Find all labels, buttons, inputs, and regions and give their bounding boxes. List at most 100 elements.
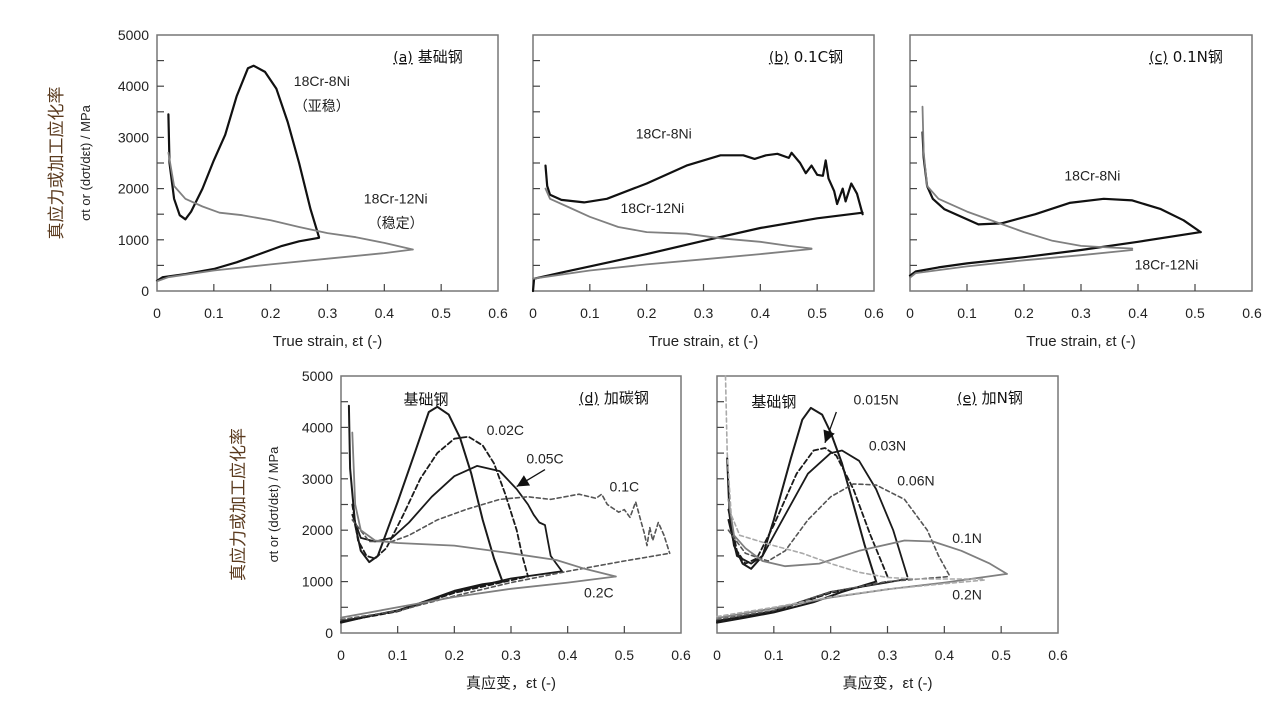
- x-tick-label: 0.6: [671, 647, 691, 663]
- x-axis-label: 真应变，εt (-): [842, 674, 932, 692]
- panel-label: (b): [769, 50, 789, 66]
- series-line-18Cr-12Ni-work-hardening: [921, 105, 1134, 250]
- x-tick-label: 0.2: [1014, 305, 1034, 321]
- panel-label: (d): [579, 391, 599, 407]
- panel-e: 0 0.1 0.2 0.3 0.4 0.5 0.6 真应变，εt (-) (e) 加N钢 基础钢 0.…: [713, 375, 1068, 692]
- series-annotation: 18Cr-8Ni: [294, 73, 350, 89]
- y-tick-label: 5000: [302, 368, 333, 384]
- series-line-0.2N-stress: [716, 579, 985, 618]
- series-line-基础钢-stress: [716, 580, 878, 624]
- series-line-0.1C-stress: [340, 552, 671, 621]
- x-tick-label: 0: [153, 305, 161, 321]
- series-annotation: 基础钢: [751, 393, 796, 411]
- x-tick-label: 0.6: [1048, 647, 1068, 663]
- arrowhead-icon: [823, 429, 835, 443]
- y-tick-label: 3000: [118, 129, 149, 145]
- x-tick-label: 0: [337, 647, 345, 663]
- series-line-0.1N: [727, 498, 1008, 575]
- x-tick-label: 0.3: [501, 647, 521, 663]
- plot-frame: [340, 375, 682, 634]
- x-tick-label: 0.1: [388, 647, 408, 663]
- x-tick-label: 0.6: [1242, 305, 1262, 321]
- series-line-18Cr-8Ni-work-hardening: [921, 131, 1202, 234]
- x-tick-label: 0.3: [694, 305, 714, 321]
- panel-title: (e) 加N钢: [957, 389, 1023, 407]
- panel-title-text: 加碳钢: [604, 389, 649, 407]
- series-annotation: 0.1N: [952, 530, 982, 546]
- y-axis-label: σt or (dσt/dεt) / MPa: [78, 104, 93, 221]
- y-tick-label: 4000: [118, 78, 149, 94]
- y-tick-label: 2000: [302, 522, 333, 538]
- x-tick-label: 0.1: [957, 305, 977, 321]
- x-tick-label: 0.3: [1071, 305, 1091, 321]
- series-line-18Cr-8Ni-work-hardening: [544, 151, 864, 216]
- series-line-0.02C: [351, 435, 529, 578]
- y-tick-label: 0: [141, 283, 149, 299]
- x-tick-label: 0.2: [821, 647, 841, 663]
- panel-title: (d) 加碳钢: [579, 389, 649, 407]
- series-line-0.03N: [727, 449, 909, 578]
- y-axis-label: σt or (dσt/dεt) / MPa: [266, 446, 281, 563]
- series-line-基础钢: [726, 406, 878, 583]
- x-tick-label: 0.1: [580, 305, 600, 321]
- plot-frame: [532, 34, 875, 292]
- series-annotation: 0.06N: [897, 472, 934, 488]
- series-line-18Cr-8Ni-work-hardening: [167, 64, 321, 239]
- series-line-18Cr-12Ni-stress: [532, 248, 813, 280]
- plot-frame: [909, 34, 1253, 292]
- series-annotation: 0.03N: [869, 438, 906, 454]
- panel-title-text: 基础钢: [418, 48, 463, 66]
- x-tick-label: 0.1: [764, 647, 784, 663]
- series-line-0.2C: [351, 431, 617, 578]
- panel-label: (a): [393, 50, 413, 66]
- y-tick-label: 3000: [302, 471, 333, 487]
- series-line-0.05C: [351, 465, 563, 573]
- panel-title: (b) 0.1C钢: [769, 48, 843, 66]
- y-axis-label-cn: 真应力或加工应化率: [229, 428, 249, 581]
- x-tick-label: 0.6: [864, 305, 884, 321]
- series-line-18Cr-8Ni-stress: [531, 211, 864, 293]
- series-annotation: 基础钢: [403, 390, 448, 408]
- series-line-0.1C: [351, 493, 671, 555]
- x-tick-label: 0: [713, 647, 721, 663]
- series-line-0.2C-stress: [340, 575, 617, 619]
- series-line-0.06N-stress: [716, 575, 951, 621]
- x-axis-label: True strain, εt (-): [649, 333, 758, 350]
- y-tick-label: 0: [325, 625, 333, 641]
- y-tick-label: 5000: [118, 27, 149, 43]
- x-tick-label: 0: [906, 305, 914, 321]
- series-annotation: 18Cr-12Ni: [364, 190, 428, 206]
- series-annotation: 0.05C: [526, 450, 563, 466]
- series-annotation: 0.02C: [487, 422, 524, 438]
- series-line-18Cr-12Ni-stress: [909, 249, 1134, 279]
- series-annotation: 0.2N: [952, 587, 982, 603]
- x-axis-label: True strain, εt (-): [273, 333, 382, 350]
- panel-b: 0 0.1 0.2 0.3 0.4 0.5 0.6 True strain, εt (-) (b…: [529, 34, 884, 350]
- x-tick-label: 0.3: [878, 647, 898, 663]
- panel-d: 0 0.1 0.2 0.3 0.4 0.5 0.6 0 1000 2000 3000 4000 5000…: [229, 368, 691, 692]
- x-tick-label: 0.4: [935, 647, 955, 663]
- x-tick-label: 0.4: [558, 647, 578, 663]
- panel-label: (e): [957, 391, 977, 407]
- series-annotation: 18Cr-12Ni: [620, 200, 684, 216]
- panel-title: (a) 基础钢: [393, 48, 463, 66]
- x-tick-label: 0.2: [445, 647, 465, 663]
- series-line-18Cr-8Ni-stress: [155, 236, 321, 282]
- panel-title-text: 0.1N钢: [1173, 48, 1223, 66]
- x-tick-label: 0.5: [431, 305, 451, 321]
- series-line-0.015N: [727, 447, 889, 578]
- series-line-基础钢: [347, 404, 504, 583]
- panel-title: (c) 0.1N钢: [1149, 48, 1223, 66]
- y-tick-label: 2000: [118, 181, 149, 197]
- panel-label: (c): [1149, 50, 1168, 66]
- x-tick-label: 0: [529, 305, 537, 321]
- x-tick-label: 0.4: [1128, 305, 1148, 321]
- series-annotation: 18Cr-8Ni: [1064, 167, 1120, 183]
- x-tick-label: 0.5: [991, 647, 1011, 663]
- arrowhead-icon: [516, 475, 531, 487]
- series-line-18Cr-8Ni-stress: [908, 231, 1202, 277]
- plot-frame: [716, 375, 1059, 634]
- series-annotation: 18Cr-8Ni: [636, 125, 692, 141]
- series-line-18Cr-12Ni-work-hardening: [167, 151, 414, 251]
